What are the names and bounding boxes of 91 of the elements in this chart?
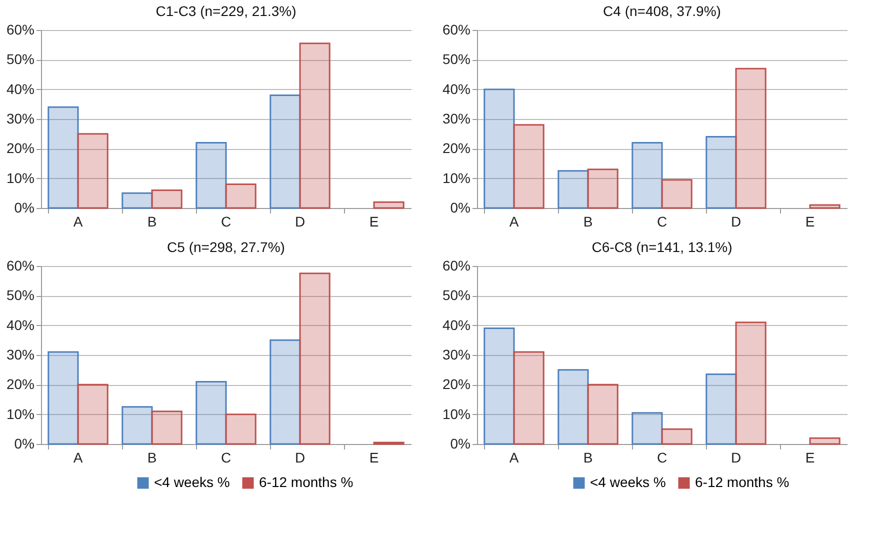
x-tick-label: A <box>73 450 84 466</box>
y-tick-label: 20% <box>442 140 470 156</box>
chart-title: C5 (n=298, 27.7%) <box>167 239 285 255</box>
y-tick-label: 60% <box>442 22 470 38</box>
bar <box>151 189 182 209</box>
bar <box>77 384 108 445</box>
y-tick-label: 20% <box>6 140 34 156</box>
legend-label: <4 weeks % <box>154 474 230 490</box>
legend-label: 6-12 months % <box>695 474 790 490</box>
x-tick-label: C <box>220 450 232 466</box>
bar <box>122 406 153 445</box>
y-tick-label: 40% <box>6 316 34 333</box>
y-tick-label: 40% <box>6 80 34 97</box>
y-tick-label: 60% <box>6 258 34 274</box>
bar <box>706 136 737 209</box>
bar <box>706 374 737 445</box>
x-tick-label: A <box>73 214 84 230</box>
x-tick-label: D <box>730 214 742 230</box>
y-tick-label: 20% <box>442 376 470 392</box>
bar <box>513 124 544 209</box>
y-tick-label: 50% <box>6 51 34 68</box>
y-tick-label: 30% <box>6 110 34 126</box>
y-tick-label: 20% <box>6 376 34 392</box>
x-tick-label: B <box>147 214 157 230</box>
bar <box>196 142 227 209</box>
legend-label: 6-12 months % <box>259 474 354 490</box>
y-tick-label: 0% <box>450 200 470 216</box>
y-tick-label: 50% <box>6 287 34 304</box>
y-tick-label: 60% <box>442 258 470 274</box>
bar <box>299 272 330 445</box>
bar <box>225 184 256 209</box>
x-tick-label: E <box>805 450 815 466</box>
bar <box>661 428 692 445</box>
y-tick-label: 0% <box>14 200 34 216</box>
bar <box>587 384 618 445</box>
bar <box>270 339 301 445</box>
x-tick-label: C <box>220 214 232 230</box>
y-tick-label: 50% <box>442 51 470 68</box>
x-tick-label: B <box>147 450 157 466</box>
chart-title: C4 (n=408, 37.9%) <box>603 3 721 19</box>
x-tick-label: D <box>294 214 306 230</box>
y-tick-label: 30% <box>442 346 470 362</box>
chart-title: C6-C8 (n=141, 13.1%) <box>592 239 732 255</box>
bar <box>48 351 79 445</box>
bar <box>77 133 108 209</box>
x-tick-label: D <box>730 450 742 466</box>
chart-title: C1-C3 (n=229, 21.3%) <box>156 3 296 19</box>
bar <box>48 106 79 209</box>
y-tick-label: 10% <box>442 170 470 186</box>
x-tick-label: E <box>805 214 815 230</box>
y-tick-label: 10% <box>442 406 470 422</box>
bar <box>632 142 663 209</box>
bar <box>735 322 766 445</box>
bar <box>558 369 589 445</box>
bar <box>632 412 663 445</box>
bar <box>809 437 840 445</box>
bar <box>151 410 182 445</box>
bar <box>558 170 589 209</box>
y-tick-label: 50% <box>442 287 470 304</box>
x-tick-label: E <box>369 450 379 466</box>
legend-label: <4 weeks % <box>590 474 666 490</box>
x-tick-label: D <box>294 450 306 466</box>
bar <box>225 414 256 445</box>
bar <box>373 201 404 209</box>
bar <box>587 168 618 209</box>
bar <box>484 88 515 209</box>
x-tick-label: C <box>656 214 668 230</box>
y-tick-label: 40% <box>442 316 470 333</box>
y-tick-label: 60% <box>6 22 34 38</box>
bar <box>735 68 766 209</box>
x-tick-label: B <box>583 450 593 466</box>
bar <box>809 204 840 209</box>
bar <box>513 351 544 445</box>
y-tick-label: 10% <box>6 170 34 186</box>
x-tick-label: A <box>509 214 520 230</box>
bar <box>270 94 301 209</box>
x-tick-label: C <box>656 450 668 466</box>
y-tick-label: 30% <box>6 346 34 362</box>
bar <box>122 192 153 209</box>
bar <box>299 42 330 209</box>
y-tick-label: 0% <box>14 436 34 452</box>
bar <box>661 179 692 209</box>
x-tick-label: E <box>369 214 379 230</box>
y-tick-label: 30% <box>442 110 470 126</box>
x-tick-label: B <box>583 214 593 230</box>
bar <box>484 328 515 445</box>
bar <box>196 380 227 445</box>
x-tick-label: A <box>509 450 520 466</box>
y-tick-label: 0% <box>450 436 470 452</box>
y-tick-label: 10% <box>6 406 34 422</box>
y-tick-label: 40% <box>442 80 470 97</box>
